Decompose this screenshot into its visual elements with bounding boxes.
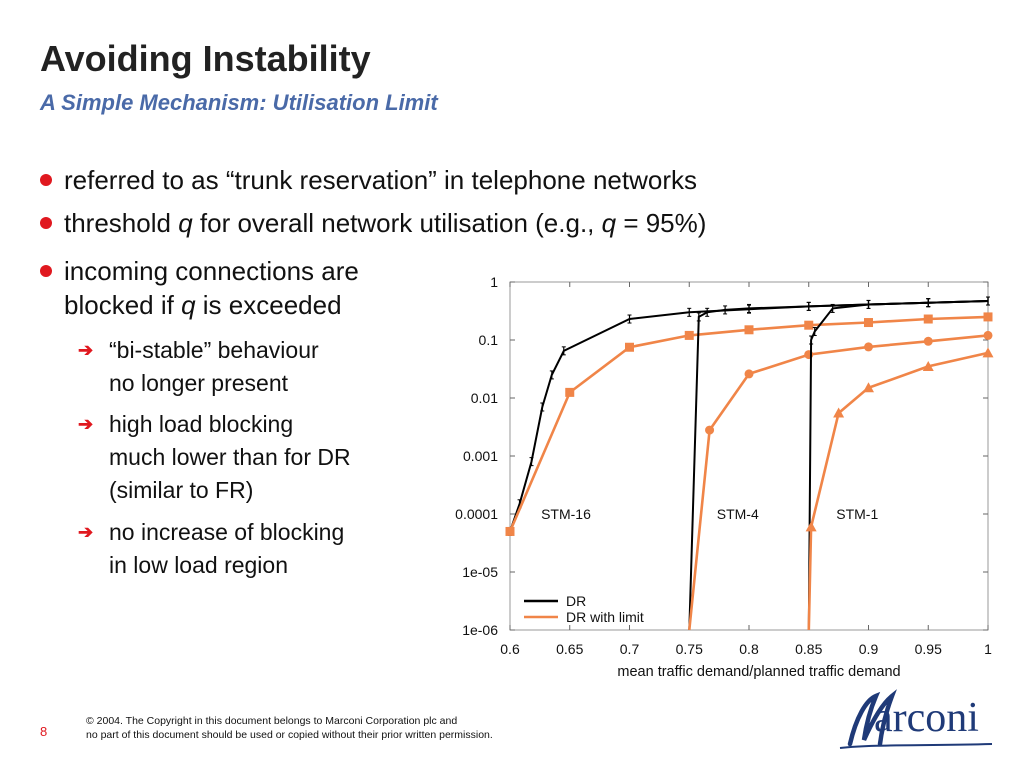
logo-text: arconi: [874, 695, 979, 741]
series-line: [509, 300, 989, 532]
data-point: [625, 342, 634, 352]
sub-bullet-low-load: ➔ no increase of blocking in low load re…: [78, 516, 344, 582]
series-line: [807, 351, 989, 631]
data-point: [833, 407, 845, 418]
sub-bullet-line1: no increase of blocking: [109, 519, 345, 545]
data-point: [705, 425, 715, 435]
y-tick-label: 0.001: [463, 448, 498, 464]
x-tick-label: 0.75: [676, 641, 703, 657]
data-point: [804, 320, 814, 330]
sub-bullet-line3: (similar to FR): [109, 477, 254, 503]
bullet-text-line2: blocked if q is exceeded: [40, 288, 359, 322]
y-tick-label: 1e-06: [462, 622, 498, 638]
data-point: [922, 360, 934, 371]
q-symbol: q: [178, 208, 193, 238]
bullet-threshold: threshold q for overall network utilisat…: [40, 206, 706, 240]
sub-bullet-high-load: ➔ high load blocking much lower than for…: [78, 408, 351, 507]
data-point: [864, 318, 873, 328]
data-point: [805, 521, 817, 532]
data-point: [744, 369, 754, 379]
bullet-text-pre: blocked if: [64, 290, 182, 320]
legend-label: DR with limit: [566, 609, 644, 625]
x-tick-label: 0.8: [739, 641, 759, 657]
page-title: Avoiding Instability: [40, 38, 371, 79]
red-arrow-icon: ➔: [78, 414, 94, 434]
copyright-notice: © 2004. The Copyright in this document b…: [86, 714, 493, 742]
data-point: [923, 314, 933, 324]
series-annotation: STM-1: [836, 506, 878, 522]
x-tick-label: 1: [984, 641, 992, 657]
bullet-text-post: is exceeded: [195, 290, 342, 320]
data-point: [983, 330, 993, 340]
bullet-text-line1: incoming connections are: [64, 256, 359, 286]
blocking-chart: 0.6 0.65 0.7 0.75 0.8 0.85 0.9 0.95 1 1 0.1 0.01 0.0…: [455, 274, 994, 680]
red-dot-icon: [40, 217, 52, 230]
bullet-text: referred to as “trunk reservation” in te…: [64, 165, 697, 195]
bullet-trunk-reservation: referred to as “trunk reservation” in te…: [40, 163, 697, 197]
page-subtitle: A Simple Mechanism: Utilisation Limit: [40, 90, 438, 115]
logo-m-icon: [839, 689, 993, 749]
x-tick-label: 0.7: [620, 641, 640, 657]
x-tick-label: 0.6: [500, 641, 520, 657]
legend-label: DR: [566, 593, 586, 609]
copyright-line1: © 2004. The Copyright in this document b…: [86, 715, 458, 727]
data-point: [505, 526, 515, 536]
bullet-text-mid: for overall network utilisation (e.g.,: [192, 208, 602, 238]
y-tick-label: 1: [490, 274, 498, 290]
data-point: [863, 382, 874, 393]
series-line: [508, 315, 989, 533]
bullet-text-pre: threshold: [64, 208, 179, 238]
sub-bullet-bistable: ➔ “bi-stable” behaviour no longer presen…: [78, 334, 319, 400]
x-tick-label: 0.85: [795, 641, 822, 657]
series-line: [688, 334, 989, 631]
bullet-text-post: = 95%): [616, 208, 707, 238]
data-point: [983, 312, 993, 322]
red-arrow-icon: ➔: [78, 522, 94, 542]
q-symbol: q: [181, 290, 196, 320]
data-point: [923, 336, 933, 346]
sub-bullet-line1: “bi-stable” behaviour: [109, 337, 319, 363]
series-annotation: STM-4: [717, 506, 759, 522]
data-point: [864, 342, 873, 352]
red-arrow-icon: ➔: [78, 340, 94, 360]
sub-bullet-line1: high load blocking: [109, 411, 294, 437]
x-tick-label: 0.65: [556, 641, 583, 657]
bullet-incoming-connections: incoming connections are blocked if q is…: [40, 254, 359, 322]
x-tick-label: 0.9: [859, 641, 879, 657]
page-number: 8: [40, 724, 48, 739]
red-dot-icon: [40, 265, 52, 278]
series-annotation: STM-16: [541, 506, 591, 522]
y-tick-label: 1e-05: [462, 564, 498, 580]
red-dot-icon: [40, 174, 52, 187]
y-tick-label: 0.1: [479, 332, 499, 348]
sub-bullet-line2: in low load region: [109, 552, 289, 578]
sub-bullet-line2: no longer present: [109, 370, 289, 396]
data-point: [684, 330, 694, 340]
data-point: [744, 325, 754, 335]
copyright-line2: no part of this document should be used …: [86, 729, 493, 741]
y-tick-label: 0.01: [471, 390, 498, 406]
sub-bullet-line2: much lower than for DR: [109, 444, 351, 470]
y-tick-label: 0.0001: [455, 506, 498, 522]
data-point: [565, 387, 575, 397]
data-point: [982, 347, 994, 358]
x-tick-label: 0.95: [915, 641, 942, 657]
q-symbol: q: [601, 208, 617, 238]
x-axis-label: mean traffic demand/planned traffic dema…: [617, 664, 900, 680]
